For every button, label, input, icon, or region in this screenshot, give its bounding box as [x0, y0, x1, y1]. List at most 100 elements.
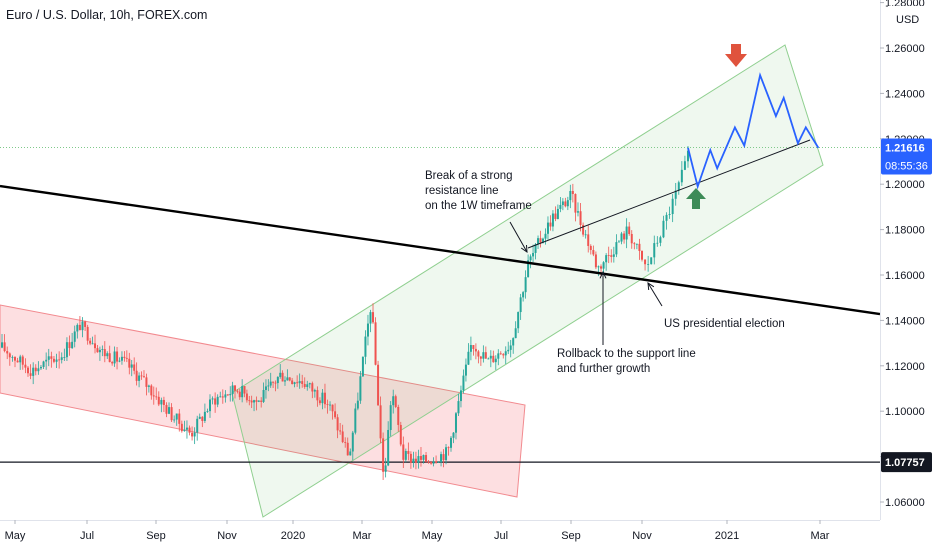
candle-body — [592, 250, 595, 255]
candle-body — [668, 214, 671, 215]
candle-body — [214, 398, 217, 405]
candle-body — [507, 349, 510, 352]
candle-body — [492, 355, 495, 363]
candle-body — [414, 458, 417, 463]
candle-body — [474, 348, 477, 352]
candle-body — [544, 233, 547, 239]
candle-body — [243, 386, 246, 394]
time-tick-label: Mar — [353, 530, 372, 542]
time-axis[interactable]: May Jul Sep Nov 2020 Mar May Jul Sep Nov 2021 Mar — [0, 520, 880, 550]
candle-body — [680, 169, 683, 183]
rollback-annotation-line: and further growth — [557, 363, 650, 375]
candle-body — [638, 243, 641, 251]
candle-body — [369, 312, 372, 324]
level-price-tag[interactable] — [881, 452, 932, 473]
candle-body — [440, 454, 443, 463]
candle-body — [549, 222, 552, 227]
candle-body — [162, 399, 165, 405]
candle-body — [450, 437, 453, 448]
candle-body — [155, 396, 158, 398]
candle-body — [103, 349, 106, 357]
chart-pane[interactable]: Break of a strong resistance line on the 1… — [0, 44, 881, 518]
candle-body — [665, 214, 668, 221]
election-pointer — [647, 282, 663, 307]
candle-body — [198, 416, 201, 419]
candle-body — [647, 264, 650, 265]
countdown-label: 08:55:36 — [885, 161, 928, 173]
breakout-annotation-line: on the 1W timeframe — [425, 200, 532, 212]
last-price-tag[interactable] — [881, 138, 932, 175]
candle-body — [576, 211, 579, 213]
up-arrow-icon — [686, 188, 706, 209]
candle-body — [569, 190, 572, 201]
candle-body — [262, 389, 265, 402]
candle-body — [653, 243, 656, 258]
candle-body — [276, 376, 279, 384]
candle-body — [349, 451, 352, 456]
candle-body — [427, 461, 430, 463]
candle-body — [118, 360, 121, 362]
time-tick-label: Jul — [494, 530, 508, 542]
candle-body — [65, 342, 68, 358]
candle-body — [68, 342, 71, 349]
currency-label: USD — [896, 14, 919, 26]
candle-body — [219, 396, 222, 398]
candle-body — [42, 361, 45, 367]
support-trendline[interactable] — [527, 139, 811, 249]
candle-body — [111, 362, 114, 364]
candle-body — [597, 266, 600, 268]
projection-path[interactable] — [687, 72, 820, 190]
candle-body — [361, 356, 364, 377]
candle-body — [267, 385, 270, 387]
price-tick-label: 1.16000 — [885, 270, 925, 282]
candle-body — [532, 252, 535, 257]
time-tick-label: 2021 — [715, 530, 739, 542]
candle-body — [306, 384, 309, 387]
candle-body — [331, 404, 334, 412]
candle-body — [209, 399, 212, 412]
candle-body — [32, 367, 35, 376]
candle-body — [509, 345, 512, 350]
candle-body — [582, 224, 585, 235]
candle-body — [221, 396, 224, 398]
candle-body — [630, 233, 633, 244]
candle-body — [14, 357, 16, 361]
candle-body — [610, 255, 613, 257]
candle-body — [442, 454, 445, 461]
candle-body — [128, 358, 131, 368]
time-tick-label: Sep — [561, 530, 581, 542]
candle-body — [539, 238, 542, 243]
candle-body — [659, 237, 662, 243]
candle-body — [656, 242, 659, 244]
weekly-resistance-line[interactable] — [0, 184, 881, 316]
candle-body — [288, 377, 291, 381]
candle-body — [615, 242, 618, 255]
candle-body — [6, 351, 9, 354]
candle-body — [193, 432, 196, 437]
level-price-label: 1.07757 — [885, 457, 925, 469]
candle-body — [16, 360, 19, 363]
candle-body — [641, 250, 643, 260]
candle-body — [625, 226, 628, 240]
candle-body — [686, 150, 689, 162]
candle-body — [430, 461, 433, 464]
candle-body — [21, 356, 24, 365]
candle-body — [612, 254, 615, 257]
candle-body — [502, 354, 505, 356]
candle-body — [138, 375, 141, 381]
price-axis[interactable]: 1.280001.260001.240001.220001.200001.180… — [880, 0, 932, 550]
candle-body — [236, 390, 239, 392]
candle-body — [392, 396, 395, 406]
ascending-channel[interactable] — [231, 44, 824, 518]
price-tick-label: 1.26000 — [885, 43, 925, 55]
descending-channel[interactable] — [0, 304, 526, 498]
candle-body — [81, 321, 84, 331]
price-tick-label: 1.28000 — [885, 0, 925, 10]
candle-body — [78, 324, 81, 331]
candle-body — [484, 352, 487, 359]
currency-badge-bg — [888, 6, 926, 32]
candle-body — [671, 198, 674, 215]
candle-body — [160, 399, 163, 405]
